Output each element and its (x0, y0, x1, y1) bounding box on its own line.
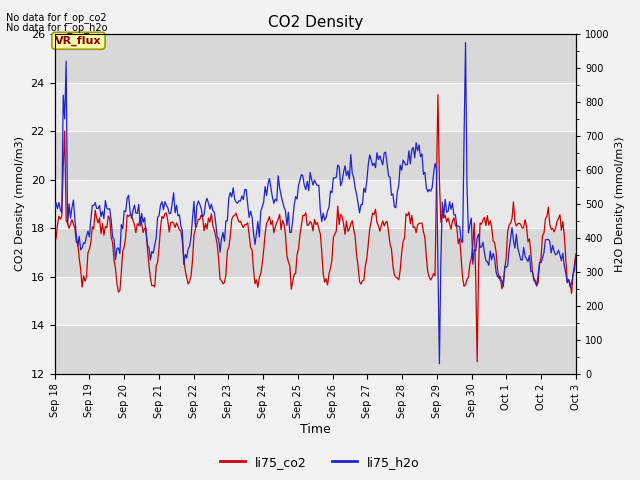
Legend: li75_co2, li75_h2o: li75_co2, li75_h2o (215, 451, 425, 474)
Bar (54, 228, 576, 277)
Title: CO2 Density: CO2 Density (268, 15, 363, 30)
Text: No data for f_op_co2: No data for f_op_co2 (6, 12, 107, 23)
Y-axis label: CO2 Density (mmol/m3): CO2 Density (mmol/m3) (15, 136, 25, 271)
Text: No data for f_op_h2o: No data for f_op_h2o (6, 22, 108, 33)
X-axis label: Time: Time (300, 423, 331, 436)
Text: VR_flux: VR_flux (55, 36, 102, 46)
Bar (54, 131, 576, 180)
Bar (54, 83, 576, 131)
Bar (54, 34, 576, 83)
Bar (54, 180, 576, 228)
Bar (54, 277, 576, 325)
Bar (54, 325, 576, 374)
Y-axis label: H2O Density (mmol/m3): H2O Density (mmol/m3) (615, 136, 625, 272)
